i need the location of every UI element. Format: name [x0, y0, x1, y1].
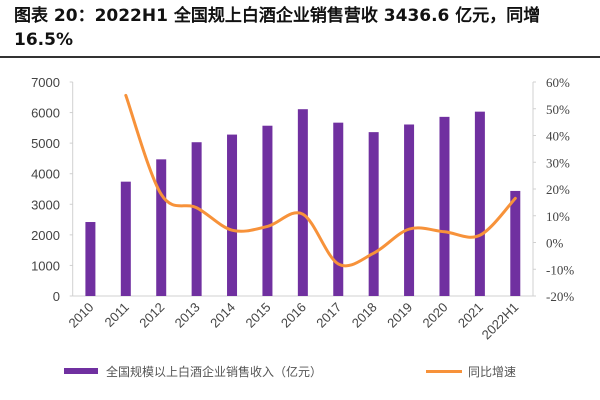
- left-tick-label: 7000: [31, 75, 60, 90]
- x-tick-label: 2010: [65, 300, 96, 331]
- bar-2013: [191, 142, 202, 296]
- right-tick-label: 30%: [546, 155, 570, 170]
- bar-2020: [439, 116, 450, 296]
- bar-2016: [297, 109, 308, 296]
- bar-2017: [333, 122, 344, 296]
- right-tick-label: 40%: [546, 129, 570, 144]
- right-tick-label: 50%: [546, 102, 570, 117]
- legend-label-growth: 同比增速: [468, 364, 517, 379]
- bar-2012: [156, 159, 167, 296]
- bar-2019: [404, 124, 415, 296]
- legend-swatch-bar: [64, 368, 98, 374]
- legend-item-growth: 同比增速: [426, 362, 516, 380]
- legend-item-revenue: 全国规模以上白酒企业销售收入（亿元）: [64, 362, 322, 380]
- left-tick-label: 2000: [31, 228, 60, 243]
- bar-2021: [474, 111, 485, 296]
- bar-2014: [227, 134, 238, 296]
- left-tick-label: 4000: [31, 167, 60, 182]
- left-tick-label: 3000: [31, 197, 60, 212]
- x-tick-label: 2019: [384, 300, 415, 331]
- left-tick-label: 1000: [31, 258, 60, 273]
- chart-title: 图表 20：2022H1 全国规上白酒企业销售营收 3436.6 亿元，同增16…: [14, 6, 541, 50]
- right-tick-label: -20%: [546, 289, 574, 304]
- left-tick-label: 6000: [31, 106, 60, 121]
- bar-2022H1: [510, 190, 521, 296]
- right-tick-label: 20%: [546, 182, 570, 197]
- bar-2011: [120, 181, 131, 296]
- left-tick-label: 0: [53, 289, 60, 304]
- x-tick-label: 2016: [278, 300, 309, 331]
- x-tick-label: 2014: [207, 300, 238, 331]
- x-tick-label: 2011: [102, 300, 132, 330]
- x-tick-label: 2013: [172, 300, 203, 331]
- growth-line: [124, 93, 517, 268]
- x-tick-label: 2015: [243, 300, 274, 331]
- legend: 全国规模以上白酒企业销售收入（亿元） 同比增速: [64, 362, 584, 382]
- right-tick-label: 60%: [546, 75, 570, 90]
- legend-label-revenue: 全国规模以上白酒企业销售收入（亿元）: [106, 364, 323, 379]
- x-tick-label: 2020: [420, 300, 451, 331]
- x-tick-label: 2018: [349, 300, 380, 331]
- left-tick-label: 5000: [31, 136, 60, 151]
- x-tick-label: 2022H1: [479, 300, 522, 343]
- right-tick-label: 10%: [546, 209, 570, 224]
- right-tick-label: 0%: [546, 236, 564, 251]
- bar-2015: [262, 125, 273, 297]
- title-divider: [0, 56, 600, 58]
- legend-swatch-line: [426, 369, 462, 373]
- x-tick-label: 2017: [313, 300, 344, 331]
- right-tick-label: -10%: [546, 262, 574, 277]
- bar-2018: [368, 132, 379, 296]
- x-tick-label: 2021: [455, 300, 486, 331]
- bar-2010: [85, 222, 96, 296]
- x-tick-label: 2012: [136, 300, 167, 331]
